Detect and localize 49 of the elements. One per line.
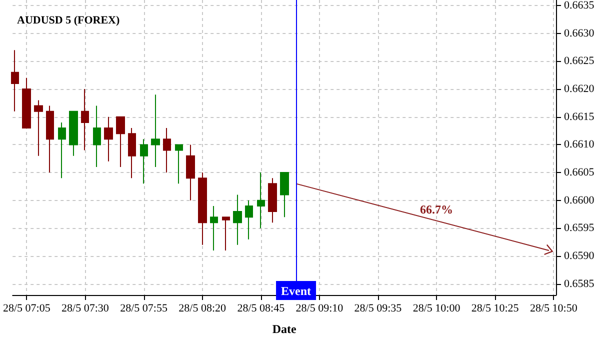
candlestick — [198, 172, 207, 246]
x-tick-label: 28/5 09:10 — [296, 302, 344, 314]
x-tick-label: 28/5 08:20 — [178, 302, 227, 314]
candlestick — [257, 172, 265, 229]
x-tick-label: 28/5 10:50 — [530, 302, 578, 314]
candlestick — [245, 200, 253, 240]
y-tick-label: 0.6610 — [564, 138, 595, 151]
candlestick — [222, 216, 230, 251]
x-tick-label: 28/5 10:00 — [412, 302, 461, 314]
y-tick-label: 0.6605 — [564, 166, 595, 179]
y-tick-label: 0.6635 — [564, 0, 595, 12]
candlestick — [116, 116, 125, 168]
ref-line-label: Event — [281, 284, 312, 298]
candlestick — [11, 50, 19, 112]
candlestick — [69, 110, 78, 156]
candlestick — [186, 144, 195, 201]
y-tick-label: 0.6630 — [564, 27, 595, 40]
x-tick-label: 28/5 07:30 — [62, 302, 110, 314]
x-tick-label: 28/5 07:55 — [120, 302, 168, 314]
x-axis-title: Date — [272, 322, 297, 336]
y-tick-label: 0.6620 — [564, 83, 595, 96]
candlestick — [233, 194, 242, 246]
y-tick-label: 0.6585 — [564, 278, 595, 290]
candlestick — [46, 105, 54, 174]
candlestick — [163, 128, 171, 174]
x-tick-label: 28/5 07:05 — [2, 302, 51, 314]
candlestick — [104, 116, 113, 162]
text: AUDUSD 5 (FOREX) — [17, 14, 120, 26]
candlestick — [151, 94, 160, 168]
y-tick-label: 0.6625 — [564, 55, 595, 68]
x-tick-label: 28/5 10:25 — [471, 302, 520, 314]
annotation: 66.7% — [420, 202, 454, 217]
y-tick-label: 0.6595 — [564, 222, 595, 234]
candlestick — [140, 138, 148, 184]
candlestick — [175, 144, 183, 184]
candlestick — [22, 77, 31, 129]
y-tick-label: 0.6615 — [564, 110, 595, 123]
candlestick — [34, 100, 43, 156]
candlestick — [210, 205, 218, 251]
candlestick — [128, 128, 136, 179]
x-tick-label: 28/5 08:45 — [237, 302, 286, 314]
y-tick-label: 0.6590 — [564, 250, 595, 262]
candlestick — [58, 122, 66, 179]
candlestick — [268, 178, 277, 224]
candlestick — [93, 105, 101, 168]
x-tick-label: 28/5 09:35 — [354, 302, 402, 314]
candlestick — [280, 172, 289, 218]
candlestick — [81, 88, 89, 151]
y-tick-label: 0.6600 — [564, 194, 595, 206]
